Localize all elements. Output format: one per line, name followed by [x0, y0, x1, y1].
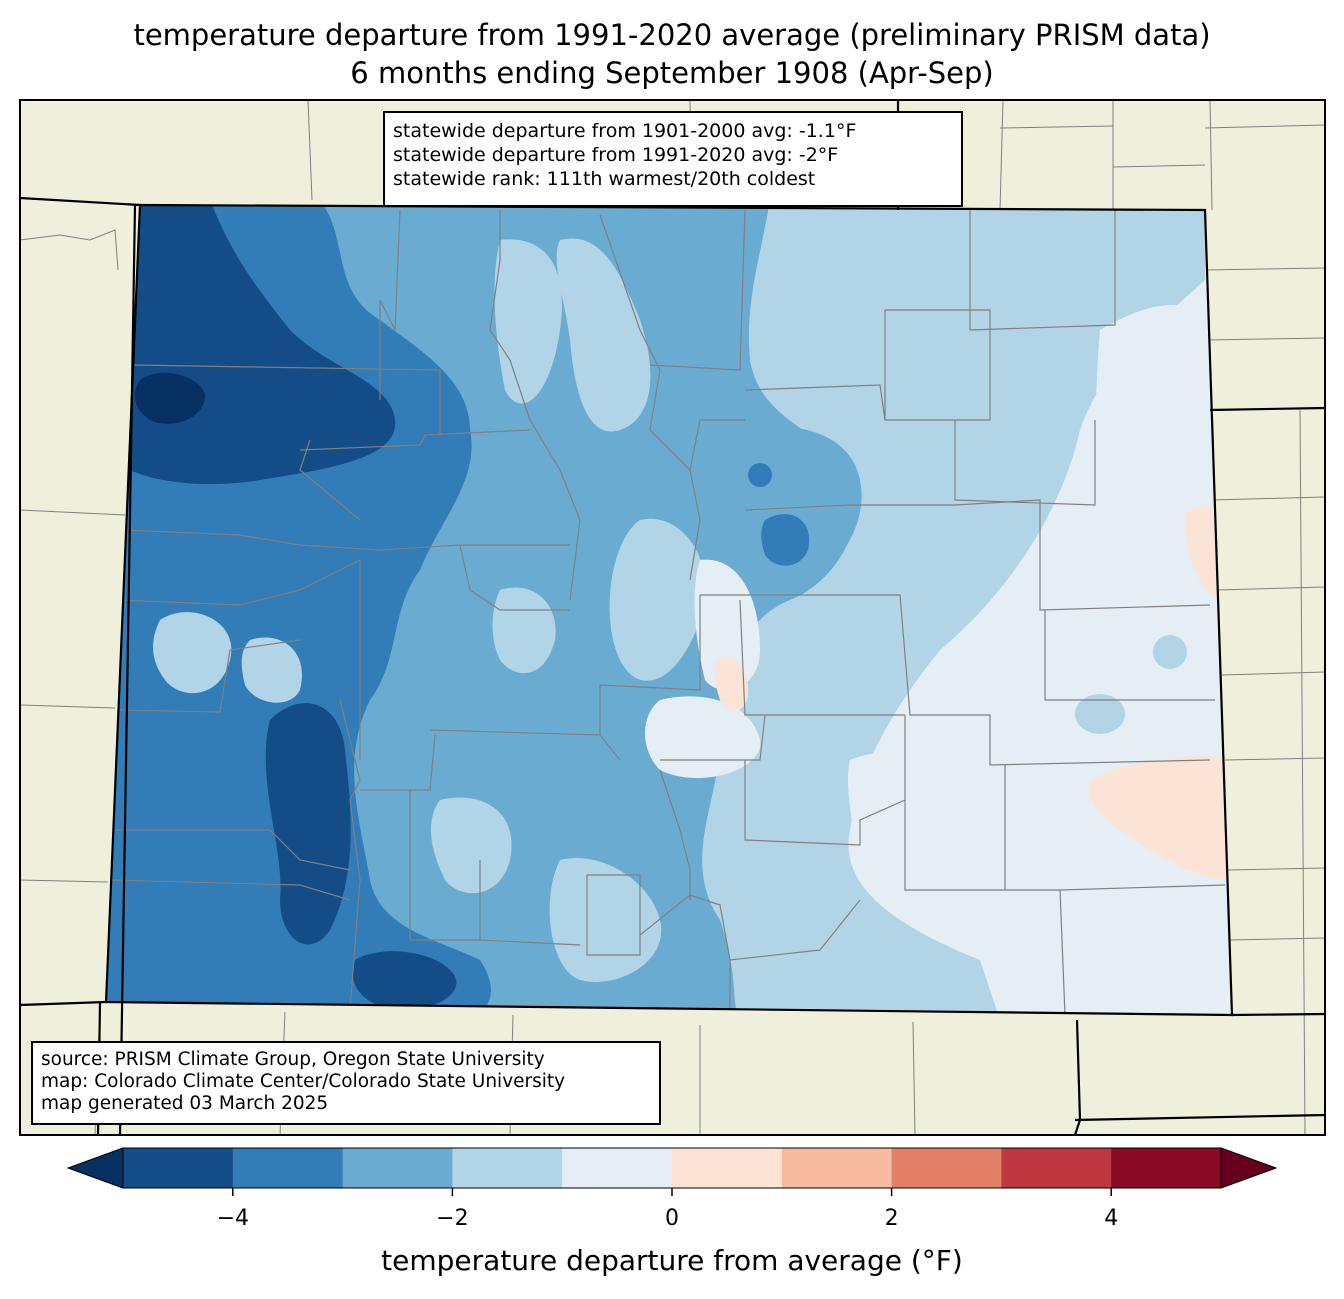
map-title: temperature departure from 1991-2020 ave…	[133, 18, 1211, 52]
colorbar-tick-label: 0	[665, 1206, 679, 1231]
colorbar-segment	[781, 1148, 893, 1188]
map-frame	[19, 99, 1326, 1136]
map-credit-line: map: Colorado Climate Center/Colorado St…	[41, 1071, 566, 1092]
colorbar-segment	[123, 1148, 234, 1188]
colorbar-over-extension	[1220, 1147, 1278, 1189]
stat-departure-1901-2000: statewide departure from 1901-2000 avg: …	[393, 120, 857, 142]
stat-rank: statewide rank: 111th warmest/20th colde…	[393, 168, 816, 190]
colorbar	[66, 1147, 1278, 1189]
map-subtitle: 6 months ending September 1908 (Apr-Sep)	[350, 56, 994, 90]
colorbar-segment	[452, 1148, 563, 1188]
colorbar-label: temperature departure from average (°F)	[381, 1244, 963, 1277]
colorbar-tick-label: −2	[436, 1206, 469, 1231]
stat-departure-1991-2020: statewide departure from 1991-2020 avg: …	[393, 144, 839, 166]
generated-date-line: map generated 03 March 2025	[41, 1093, 329, 1114]
colorbar-segment	[1001, 1148, 1112, 1188]
colorbar-tick-label: 4	[1104, 1206, 1119, 1231]
colorbar-segment	[1111, 1148, 1222, 1188]
source-line: source: PRISM Climate Group, Oregon Stat…	[41, 1049, 545, 1070]
colorbar-segment	[562, 1148, 673, 1188]
colorbar-segment	[232, 1148, 344, 1188]
colorbar-tick-label: −4	[216, 1206, 250, 1231]
colorbar-segment	[891, 1148, 1002, 1188]
colorbar-under-extension	[66, 1147, 124, 1189]
source-box: source: PRISM Climate Group, Oregon Stat…	[31, 1041, 661, 1125]
colorbar-segment	[342, 1148, 453, 1188]
colorbar-ticks	[232, 1188, 1112, 1196]
statewide-stats-box: statewide departure from 1901-2000 avg: …	[383, 111, 963, 207]
colorbar-tick-label: 2	[884, 1206, 899, 1231]
temperature-contours	[106, 205, 1232, 1015]
colorado-county-lines	[109, 209, 1226, 1015]
colorbar-segment	[672, 1148, 783, 1188]
